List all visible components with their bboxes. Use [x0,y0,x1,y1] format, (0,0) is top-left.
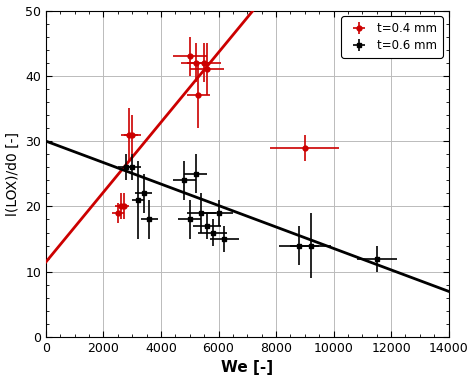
Y-axis label: l(LOX)/d0 [-]: l(LOX)/d0 [-] [6,132,19,216]
X-axis label: We [-]: We [-] [221,360,273,375]
Legend: t=0.4 mm, t=0.6 mm: t=0.4 mm, t=0.6 mm [341,16,443,58]
